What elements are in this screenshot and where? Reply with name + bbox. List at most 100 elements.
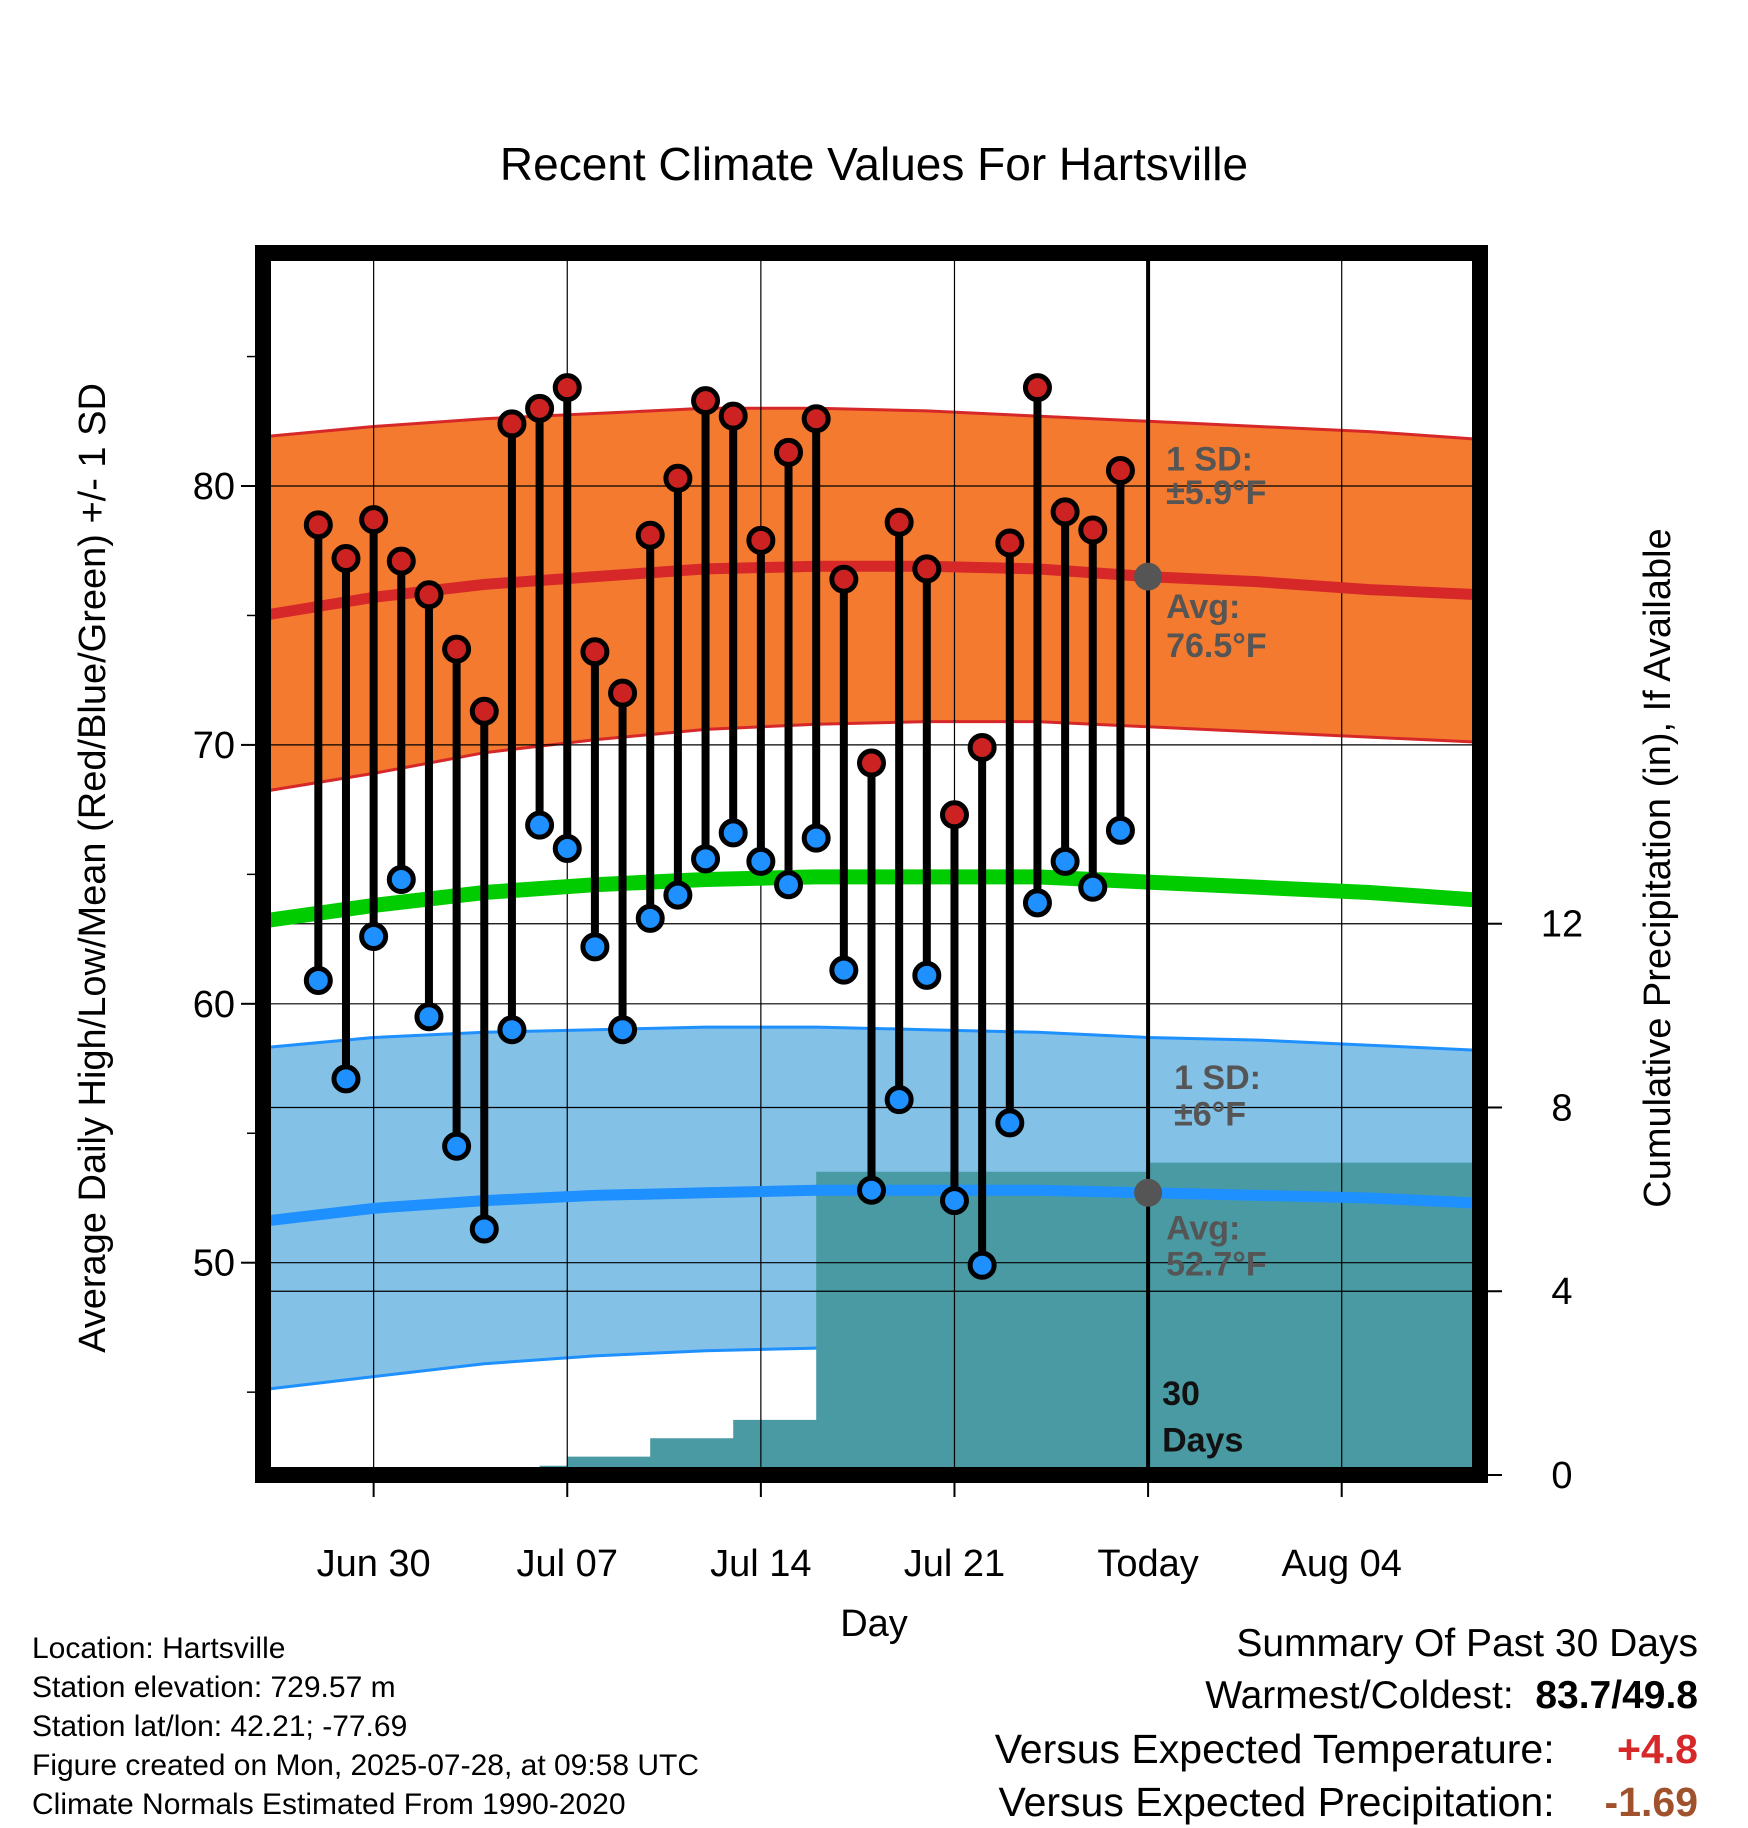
daily-high-point <box>718 401 748 431</box>
plot-frame <box>255 245 1488 1483</box>
summary-temp-value: +4.8 <box>1617 1726 1698 1772</box>
high-sd-lower-line <box>262 720 1481 793</box>
daily-low-point <box>663 880 693 910</box>
chart-title: Recent Climate Values For Hartsville <box>500 138 1248 190</box>
daily-low-point <box>746 846 776 876</box>
daily-low-point <box>1078 872 1108 902</box>
window-days-number: 30 <box>1162 1375 1200 1413</box>
y2-tick-label: 0 <box>1551 1455 1572 1497</box>
daily-high-point <box>469 696 499 726</box>
daily-low-point <box>801 823 831 853</box>
daily-high-point <box>386 546 416 576</box>
y2-tick-label: 8 <box>1551 1087 1572 1129</box>
y-axis-label: Average Daily High/Low/Mean (Red/Blue/Gr… <box>72 383 114 1353</box>
daily-high-point <box>303 510 333 540</box>
y2-tick-label: 4 <box>1551 1271 1572 1313</box>
daily-low-point <box>691 844 721 874</box>
daily-high-point <box>525 393 555 423</box>
daily-low-point <box>303 966 333 996</box>
daily-high-point <box>884 507 914 537</box>
window-days-label: Days <box>1162 1422 1243 1460</box>
footer-normals: Climate Normals Estimated From 1990-2020 <box>32 1788 626 1821</box>
daily-high-point <box>829 564 859 594</box>
x-tick-label: Aug 04 <box>1281 1543 1401 1585</box>
daily-low-point <box>469 1214 499 1244</box>
x-tick-label: Jul 21 <box>904 1543 1005 1585</box>
daily-low-point <box>497 1015 527 1045</box>
daily-low-point <box>386 865 416 895</box>
high-sd-upper-line <box>262 406 1481 441</box>
daily-high-point <box>912 554 942 584</box>
summary-precip-value: -1.69 <box>1604 1779 1698 1825</box>
summary-temp-row: Versus Expected Temperature: +4.8 <box>995 1726 1698 1773</box>
y-tick-label: 50 <box>193 1243 235 1285</box>
daily-low-point <box>525 810 555 840</box>
daily-high-point <box>442 634 472 664</box>
daily-low-point <box>1050 846 1080 876</box>
footer-latlon: Station lat/lon: 42.21; -77.69 <box>32 1710 408 1743</box>
daily-low-point <box>580 932 610 962</box>
daily-low-point <box>857 1175 886 1205</box>
y-tick-label: 80 <box>193 466 235 508</box>
y-tick-label: 60 <box>193 984 235 1026</box>
daily-low-point <box>829 955 859 985</box>
x-tick-label: Jul 14 <box>710 1543 811 1585</box>
daily-high-point <box>1078 515 1108 545</box>
summary-warmest-row: Warmest/Coldest: 83.7/49.8 <box>1205 1674 1698 1718</box>
daily-high-point <box>359 505 389 535</box>
footer-elevation: Station elevation: 729.57 m <box>32 1671 396 1704</box>
daily-high-point <box>857 748 886 778</box>
footer-location: Location: Hartsville <box>32 1632 286 1665</box>
summary-precip-row: Versus Expected Precipitation: -1.69 <box>999 1779 1699 1826</box>
daily-high-point <box>331 544 361 573</box>
daily-high-point <box>967 732 997 762</box>
daily-high-point <box>552 373 582 403</box>
daily-low-point <box>1105 815 1135 845</box>
x-axis-label: Day <box>840 1603 908 1645</box>
low-sd-label: 1 SD: <box>1174 1059 1261 1097</box>
summary-title: Summary Of Past 30 Days <box>1236 1622 1698 1665</box>
high-avg-value: 76.5°F <box>1166 627 1267 665</box>
daily-low-point <box>967 1250 997 1280</box>
summary-slash: / <box>1611 1674 1623 1717</box>
daily-high-point <box>939 800 969 830</box>
low-avg-value: 52.7°F <box>1166 1246 1267 1284</box>
daily-low-point <box>359 921 389 951</box>
daily-high-point <box>414 580 444 610</box>
y2-tick-label: 12 <box>1541 904 1583 946</box>
daily-low-point <box>939 1186 969 1216</box>
daily-high-point <box>608 678 638 708</box>
high-avg-label: Avg: <box>1166 588 1240 626</box>
daily-low-point <box>331 1064 361 1094</box>
daily-high-point <box>635 520 665 550</box>
summary-precip-label: Versus Expected Precipitation: <box>998 1779 1555 1825</box>
summary-coldest-value: 49.8 <box>1622 1674 1698 1717</box>
y2-axis-label: Cumulative Precipitation (in), If Availa… <box>1637 528 1679 1207</box>
high-sd-label: 1 SD: <box>1166 440 1253 478</box>
daily-low-point <box>884 1085 914 1115</box>
daily-high-point <box>1050 497 1080 527</box>
daily-low-point <box>1022 888 1052 918</box>
daily-high-point <box>663 463 693 493</box>
x-tick-label: Jun 30 <box>317 1543 431 1585</box>
daily-high-point <box>995 528 1025 558</box>
summary-warmest-value: 83.7 <box>1535 1674 1612 1717</box>
daily-high-point <box>801 404 831 434</box>
daily-low-point <box>912 960 942 990</box>
summary-temp-label: Versus Expected Temperature: <box>994 1726 1555 1772</box>
daily-high-point <box>774 437 804 467</box>
daily-high-point <box>746 525 776 555</box>
daily-high-point <box>580 637 610 667</box>
footer-created: Figure created on Mon, 2025-07-28, at 09… <box>32 1749 700 1782</box>
low-avg-label: Avg: <box>1166 1209 1240 1247</box>
x-tick-label: Jul 07 <box>517 1543 618 1585</box>
daily-low-point <box>608 1015 638 1045</box>
daily-high-point <box>691 386 721 416</box>
low-sd-value: ±6°F <box>1174 1095 1246 1133</box>
daily-low-point <box>414 1002 444 1032</box>
daily-high-point <box>497 409 527 439</box>
today-high-avg-marker <box>1134 562 1163 591</box>
daily-low-point <box>552 833 582 863</box>
y-tick-label: 70 <box>193 725 235 767</box>
